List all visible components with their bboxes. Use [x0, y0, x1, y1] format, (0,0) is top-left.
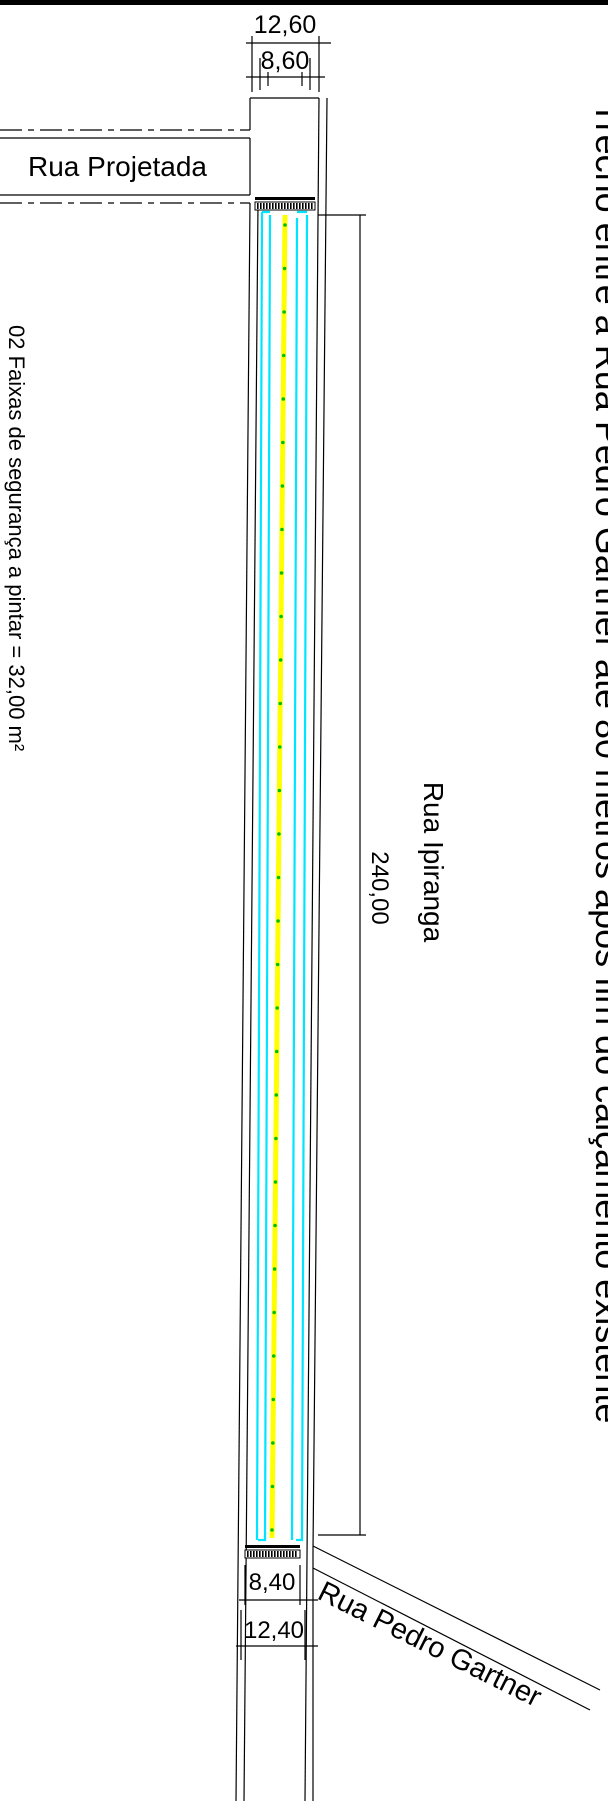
- crosswalk-stripe: [289, 1551, 291, 1557]
- street-pedro-gartner-label: Rua Pedro Gartner: [313, 1576, 547, 1714]
- center-stud: [274, 1049, 279, 1054]
- crosswalk-stripe: [250, 1551, 252, 1557]
- center-stud: [275, 1006, 280, 1010]
- top-outer-width-label: 12,60: [254, 11, 317, 39]
- crosswalk-bottom: [244, 1545, 301, 1559]
- curb-left: [255, 211, 264, 1541]
- center-stud: [276, 919, 280, 923]
- center-stud: [272, 1310, 276, 1315]
- curb-lines: [255, 210, 309, 1542]
- center-stud: [273, 1180, 278, 1184]
- center-stud: [273, 1223, 277, 1228]
- curb-right: [296, 214, 309, 1542]
- center-stud: [281, 353, 286, 358]
- bottom-inner-width-label: 8,40: [249, 1569, 296, 1596]
- crosswalk-stripe: [262, 1551, 264, 1557]
- crosswalk-stripe: [257, 203, 259, 209]
- crosswalk-stripe: [296, 203, 298, 209]
- center-stud: [270, 1528, 274, 1532]
- crosswalk-stripe: [287, 203, 289, 209]
- crosswalk-bottom-stripes: [247, 1551, 297, 1557]
- crosswalk-stripe: [299, 203, 301, 209]
- street-projetada-label: Rua Projetada: [28, 151, 207, 182]
- crosswalk-stripe: [311, 203, 313, 209]
- crosswalk-stripe: [295, 1551, 297, 1557]
- crosswalk-stripe: [271, 1551, 273, 1557]
- center-stud: [281, 440, 285, 445]
- crosswalk-stripe: [269, 203, 271, 209]
- center-stud: [280, 484, 285, 488]
- crosswalk-top: [254, 197, 316, 211]
- center-stud: [271, 1354, 276, 1358]
- center-stud: [274, 1136, 278, 1141]
- crosswalk-stripe: [268, 1551, 270, 1557]
- crosswalk-stripe: [292, 1551, 294, 1557]
- center-stud: [278, 745, 282, 749]
- frame-top-border: [0, 0, 608, 5]
- center-stud: [272, 1267, 277, 1271]
- crosswalk-stripe: [259, 1551, 261, 1557]
- crosswalk-stripe: [286, 1551, 288, 1557]
- center-stud: [282, 266, 287, 271]
- center-stud: [277, 788, 282, 793]
- crosswalk-stripe: [281, 203, 283, 209]
- crosswalk-stripe: [290, 203, 292, 209]
- center-stud: [282, 310, 286, 314]
- center-stud: [278, 658, 283, 662]
- crosswalk-note: 02 Faixas de segurança a pintar = 32,00 …: [4, 325, 29, 751]
- main-street-outline: [235, 97, 328, 1801]
- crosswalk-top-stripes: [257, 203, 313, 209]
- crosswalk-stripe: [266, 203, 268, 209]
- center-stud: [281, 397, 286, 401]
- bottom-outer-width-label: 12,40: [244, 1617, 304, 1644]
- bottom-dimensions: [236, 1565, 318, 1660]
- center-stud: [275, 962, 280, 967]
- crosswalk-stripe: [277, 1551, 279, 1557]
- center-stud: [278, 701, 283, 706]
- center-stud: [280, 527, 284, 532]
- side-street-projetada: [0, 129, 250, 204]
- center-stud: [279, 614, 283, 619]
- crosswalk-stripe: [253, 1551, 255, 1557]
- crosswalk-stripe: [283, 1551, 285, 1557]
- center-stud: [274, 1093, 279, 1097]
- crosswalk-stripe: [256, 1551, 258, 1557]
- crosswalk-stripe: [280, 1551, 282, 1557]
- center-stud: [271, 1397, 276, 1402]
- crosswalk-stripe: [308, 203, 310, 209]
- crosswalk-stripe: [275, 203, 277, 209]
- side-street-pedro-gartner: [312, 1545, 601, 1711]
- top-dimensions: [246, 36, 331, 92]
- length-dimension: [318, 214, 366, 1536]
- center-stud: [270, 1484, 275, 1489]
- crosswalk-stripe: [278, 203, 280, 209]
- length-label: 240,00: [366, 851, 393, 924]
- center-stud: [279, 571, 284, 575]
- crosswalk-stripe: [302, 203, 304, 209]
- section-title: Trecho entre a Rua Pedro Gartner até 80 …: [588, 102, 608, 1423]
- crosswalk-stripe: [247, 1551, 249, 1557]
- crosswalk-stripe: [272, 203, 274, 209]
- crosswalk-stripe: [293, 203, 295, 209]
- curb-right-inner: [290, 217, 299, 1541]
- crosswalk-stripe: [260, 203, 262, 209]
- street-ipiranga-label: Rua Ipiranga: [418, 782, 449, 943]
- crosswalk-stripe: [305, 203, 307, 209]
- crosswalk-stripe: [263, 203, 265, 209]
- center-studs: [270, 223, 287, 1532]
- center-stud: [271, 1441, 275, 1445]
- curb-left-inner: [258, 214, 272, 1542]
- top-inner-width-label: 8,60: [261, 47, 310, 75]
- center-stud: [276, 875, 281, 880]
- crosswalk-stripe: [265, 1551, 267, 1557]
- crosswalk-stripe: [274, 1551, 276, 1557]
- crosswalk-stripe: [284, 203, 286, 209]
- center-stud: [283, 223, 287, 227]
- center-stud: [277, 832, 281, 836]
